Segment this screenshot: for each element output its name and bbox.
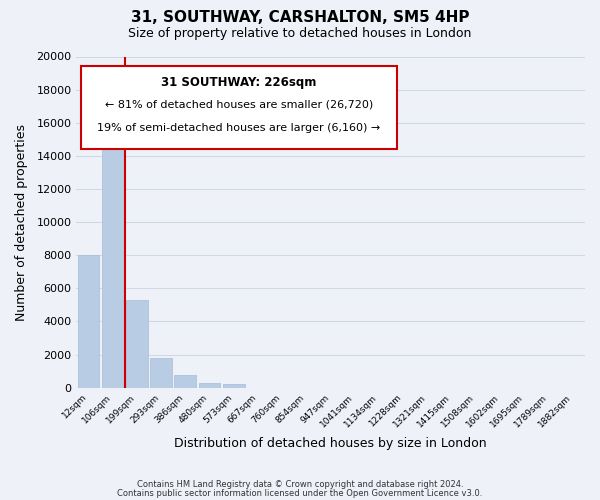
Text: 19% of semi-detached houses are larger (6,160) →: 19% of semi-detached houses are larger (… — [97, 122, 381, 132]
Text: Contains HM Land Registry data © Crown copyright and database right 2024.: Contains HM Land Registry data © Crown c… — [137, 480, 463, 489]
Bar — [126, 300, 148, 388]
Bar — [77, 255, 100, 388]
X-axis label: Distribution of detached houses by size in London: Distribution of detached houses by size … — [175, 437, 487, 450]
Bar — [150, 358, 172, 388]
Bar — [199, 383, 220, 388]
Bar — [102, 114, 124, 388]
Text: ← 81% of detached houses are smaller (26,720): ← 81% of detached houses are smaller (26… — [105, 100, 373, 110]
Bar — [175, 375, 196, 388]
Text: Size of property relative to detached houses in London: Size of property relative to detached ho… — [128, 28, 472, 40]
Text: Contains public sector information licensed under the Open Government Licence v3: Contains public sector information licen… — [118, 488, 482, 498]
FancyBboxPatch shape — [82, 66, 397, 149]
Text: 31 SOUTHWAY: 226sqm: 31 SOUTHWAY: 226sqm — [161, 76, 317, 90]
Y-axis label: Number of detached properties: Number of detached properties — [15, 124, 28, 320]
Text: 31, SOUTHWAY, CARSHALTON, SM5 4HP: 31, SOUTHWAY, CARSHALTON, SM5 4HP — [131, 10, 469, 25]
Bar — [223, 384, 245, 388]
